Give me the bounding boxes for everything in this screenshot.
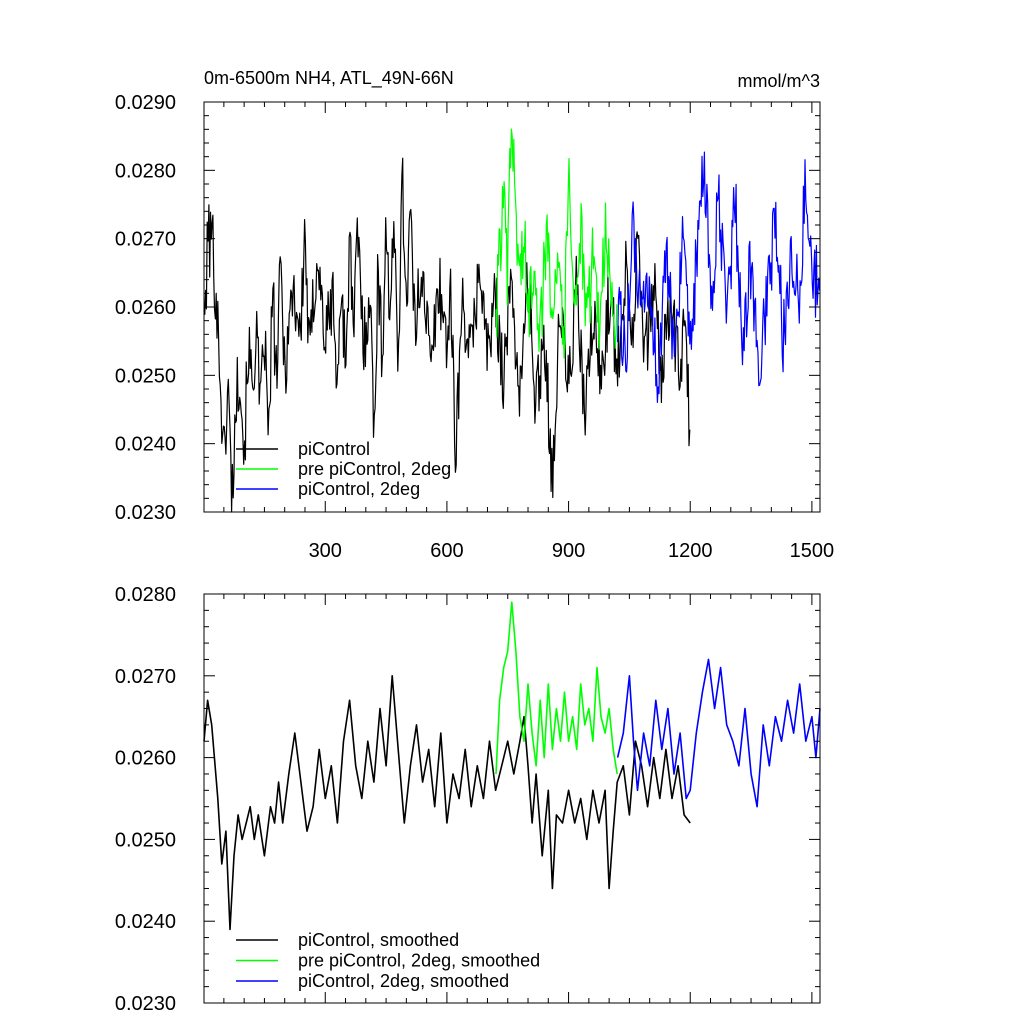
x-tick-label: 300: [309, 540, 342, 562]
legend-label: piControl: [298, 439, 370, 459]
axes-layer: 0.0230 0.0240 0.0250 0.0260 0.0270 0.0280 0.02…: [115, 92, 834, 562]
legend-label: piControl, 2deg: [298, 479, 420, 499]
series-line-picontrol-smoothed: [203, 675, 691, 931]
legend-label: piControl, 2deg, smoothed: [298, 971, 509, 991]
y-tick-label: 0.0240: [115, 911, 176, 933]
series-line-picontrol: [203, 157, 691, 513]
y-tick-label: 0.0260: [115, 297, 176, 319]
y-tick-label: 0.0230: [115, 502, 176, 524]
x-tick-label: 600: [430, 540, 463, 562]
y-tick-label: 0.0250: [115, 365, 176, 387]
y-tick-label: 0.0230: [115, 993, 176, 1015]
series-line-pre-picontrol-2deg: [495, 128, 618, 359]
series-line-pre-picontrol-2deg-smoothed: [495, 601, 618, 775]
units-label: mmol/m^3: [738, 71, 820, 91]
y-tick-label: 0.0240: [115, 434, 176, 456]
legend-label: piControl, smoothed: [298, 930, 459, 950]
legend-label: pre piControl, 2deg, smoothed: [298, 951, 540, 971]
top-panel: 0m-6500m NH4, ATL_49N-66N mmol/m^3 0.023…: [115, 68, 834, 562]
legend-label: pre piControl, 2deg: [298, 459, 451, 479]
y-tick-label: 0.0270: [115, 666, 176, 688]
y-tick-label: 0.0280: [115, 160, 176, 182]
series-line-picontrol-2deg: [617, 151, 821, 403]
x-tick-label: 1500: [790, 540, 835, 562]
bottom-panel: 0.0230 0.0240 0.0250 0.0260 0.0270 0.0280 piC…: [115, 584, 821, 1015]
x-tick-label: 1200: [668, 540, 713, 562]
y-tick-label: 0.0290: [115, 92, 176, 114]
y-tick-label: 0.0280: [115, 584, 176, 606]
chart-title: 0m-6500m NH4, ATL_49N-66N: [204, 68, 454, 89]
plot-frame: [203, 593, 821, 1004]
axes-layer: 0.0230 0.0240 0.0250 0.0260 0.0270 0.0280: [115, 584, 821, 1015]
plot-frame: [203, 101, 821, 513]
y-tick-label: 0.0260: [115, 748, 176, 770]
series-layer: [203, 601, 821, 931]
y-tick-label: 0.0250: [115, 829, 176, 851]
y-tick-label: 0.0270: [115, 229, 176, 251]
series-layer: [203, 128, 821, 513]
x-tick-label: 900: [552, 540, 585, 562]
series-line-picontrol-2deg-smoothed: [616, 658, 821, 808]
